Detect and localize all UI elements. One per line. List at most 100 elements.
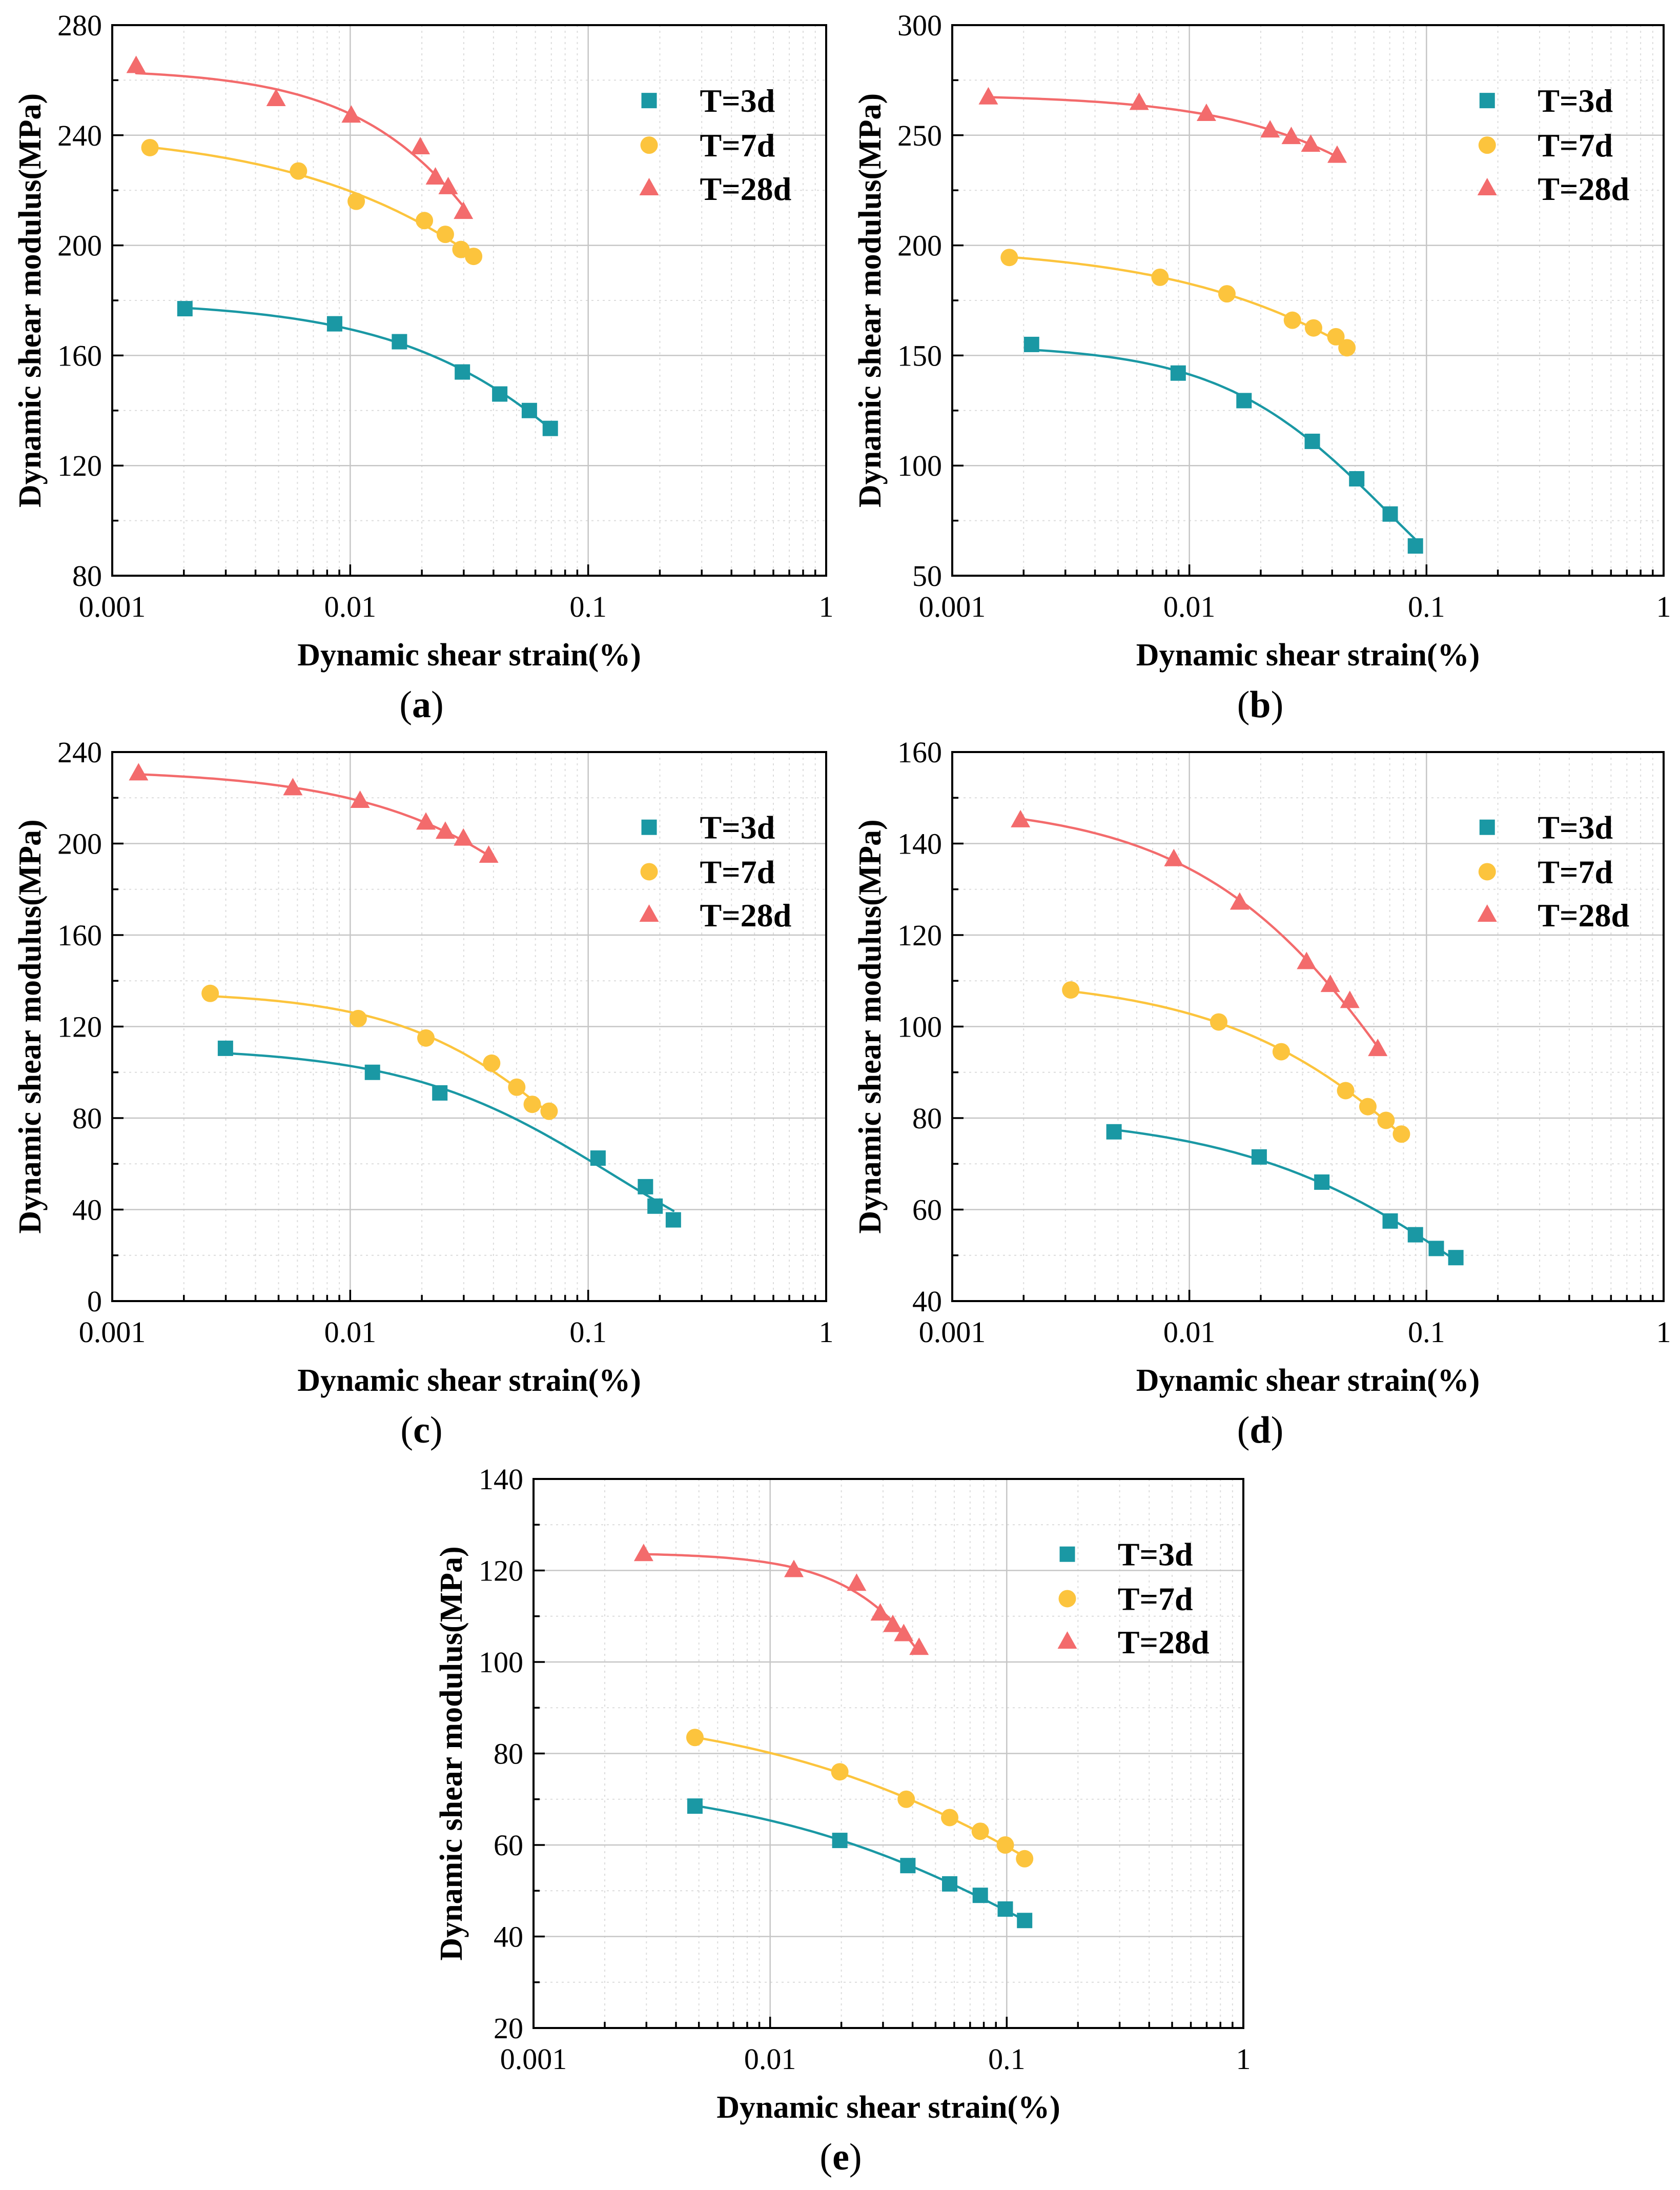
series-t28d	[129, 763, 499, 863]
y-tick-label: 40	[72, 1193, 102, 1227]
x-axis-label: Dynamic shear strain(%)	[716, 2090, 1060, 2125]
data-point-t3d	[1106, 1124, 1122, 1140]
legend-label-t28d: T=28d	[1118, 1624, 1210, 1660]
y-tick-label: 0	[87, 1285, 102, 1318]
caption-open-paren: (	[1237, 684, 1250, 726]
x-tick-label: 1	[819, 590, 834, 623]
series-t3d	[1106, 1124, 1464, 1266]
panel-caption: (a)	[399, 684, 443, 726]
y-tick-label: 80	[72, 1102, 102, 1135]
x-tick-label: 0.001	[79, 590, 146, 623]
data-point-t28d	[266, 88, 286, 106]
y-axis-label: Dynamic shear modulus(MPa)	[853, 93, 888, 508]
data-point-t3d	[832, 1833, 848, 1849]
data-point-t3d	[492, 386, 508, 402]
data-point-t3d	[1236, 393, 1252, 409]
x-tick-label: 0.01	[324, 590, 377, 623]
y-axis-label: Dynamic shear modulus(MPa)	[434, 1546, 469, 1960]
data-point-t28d	[1260, 120, 1280, 138]
y-tick-label: 80	[912, 1102, 942, 1135]
legend-marker-t28d	[639, 904, 659, 922]
data-point-t7d	[141, 138, 159, 156]
data-point-t3d	[326, 316, 342, 332]
data-point-t7d	[349, 1009, 367, 1027]
x-axis-label: Dynamic shear strain(%)	[1136, 638, 1480, 673]
data-point-t28d	[847, 1573, 867, 1591]
data-point-t28d	[1129, 92, 1149, 110]
series-t7d	[1062, 981, 1410, 1143]
fit-curve-t28d	[135, 72, 465, 208]
x-tick-label: 0.001	[919, 1315, 986, 1349]
legend: T=3d T=7d T=28d	[639, 809, 791, 934]
y-tick-label: 240	[57, 736, 102, 769]
fit-curve-t3d	[693, 1804, 1026, 1922]
legend-label-t7d: T=7d	[700, 127, 775, 164]
data-point-t28d	[350, 790, 370, 808]
data-point-t7d	[1327, 328, 1345, 346]
series-t7d	[686, 1729, 1034, 1868]
y-tick-label: 80	[494, 1737, 523, 1771]
data-point-t3d	[364, 1064, 380, 1080]
data-point-t28d	[909, 1637, 929, 1655]
caption-letter: a	[412, 684, 431, 726]
legend-label-t7d: T=7d	[1538, 854, 1613, 890]
legend: T=3d T=7d T=28d	[1477, 83, 1629, 207]
y-axis-label: Dynamic shear modulus(MPa)	[13, 93, 48, 508]
data-point-t7d	[347, 192, 365, 210]
data-point-t3d	[542, 420, 558, 436]
data-point-t28d	[435, 821, 455, 839]
data-point-t28d	[894, 1624, 914, 1641]
data-point-t3d	[900, 1858, 916, 1874]
series-t28d	[126, 55, 474, 219]
data-point-t7d	[1304, 319, 1322, 337]
data-point-t28d	[126, 55, 146, 73]
x-tick-label: 0.001	[500, 2042, 567, 2076]
data-point-t28d	[1196, 103, 1216, 121]
panel-caption: (b)	[1237, 684, 1283, 726]
data-point-t7d	[831, 1763, 849, 1781]
data-point-t3d	[1017, 1913, 1033, 1929]
grid	[952, 752, 1664, 1301]
legend-label-t7d: T=7d	[700, 854, 775, 890]
data-point-t7d	[1338, 339, 1356, 357]
tick-marks	[951, 751, 1665, 1302]
y-tick-label: 80	[72, 559, 102, 593]
panel-caption: (c)	[400, 1409, 442, 1451]
fit-curve-t3d	[183, 307, 551, 430]
data-point-t28d	[129, 763, 149, 781]
y-tick-label: 200	[57, 229, 102, 262]
x-tick-label: 0.001	[79, 1315, 146, 1349]
data-point-t28d	[1011, 809, 1031, 827]
series-t28d	[978, 87, 1347, 163]
x-tick-label: 1	[1656, 1315, 1671, 1349]
data-point-t7d	[686, 1729, 704, 1747]
legend-marker-t28d	[1057, 1631, 1077, 1649]
y-tick-label: 20	[494, 2012, 523, 2045]
x-tick-label: 0.1	[569, 590, 607, 623]
data-point-t28d	[633, 1544, 653, 1562]
data-point-t7d	[1000, 249, 1018, 267]
legend-marker-t7d	[640, 863, 658, 881]
y-tick-label: 200	[897, 229, 942, 262]
legend-marker-t3d	[1479, 93, 1495, 109]
fit-curve-t28d	[642, 1553, 920, 1654]
data-point-t7d	[290, 162, 308, 180]
caption-letter: b	[1249, 684, 1271, 726]
caption-open-paren: (	[1237, 1409, 1250, 1451]
data-point-t28d	[1297, 951, 1317, 969]
series-t3d	[1023, 336, 1423, 554]
data-point-t7d	[1218, 285, 1236, 303]
legend-marker-t3d	[1479, 819, 1495, 835]
legend-marker-t28d	[639, 177, 659, 195]
data-point-t3d	[177, 301, 193, 317]
data-point-t28d	[283, 778, 303, 796]
legend-marker-t7d	[640, 136, 658, 154]
chart-panel-a: 0.001 0.01 0.1 1 80 120 160 200 240 280 Dynamic sh…	[13, 9, 834, 726]
x-tick-label: 0.1	[1408, 1315, 1445, 1349]
caption-close-paren: )	[1271, 684, 1284, 726]
tick-marks	[532, 1478, 1244, 2029]
fit-curve-t28d	[1019, 817, 1379, 1048]
y-tick-label: 150	[897, 339, 942, 372]
